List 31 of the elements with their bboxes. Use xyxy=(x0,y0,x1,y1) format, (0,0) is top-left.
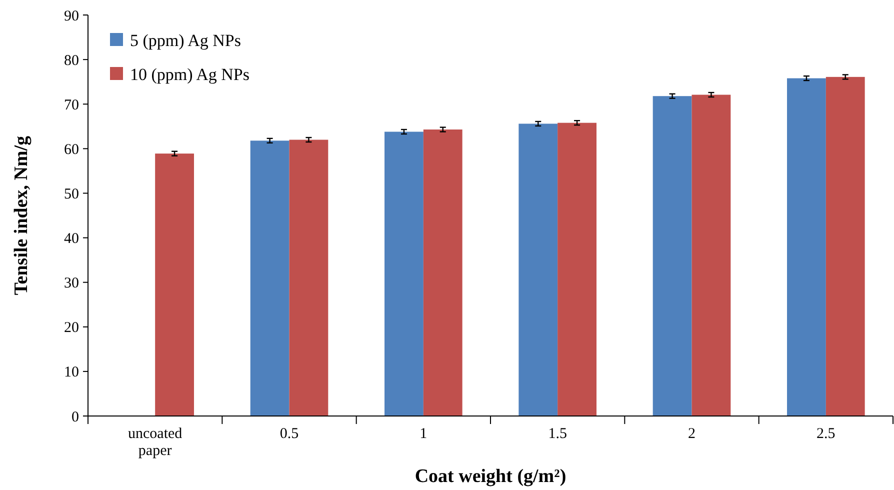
x-tick-label: 0.5 xyxy=(280,426,299,442)
y-tick-label: 0 xyxy=(72,409,79,426)
y-tick-label: 80 xyxy=(64,52,79,69)
bar xyxy=(289,140,328,416)
bar xyxy=(652,96,692,416)
bar xyxy=(692,94,731,416)
y-tick-label: 30 xyxy=(64,276,79,292)
x-tick-label: 2.5 xyxy=(816,426,836,442)
x-tick-label: 1 xyxy=(420,426,428,442)
bar xyxy=(787,78,826,416)
y-tick-label: 40 xyxy=(64,231,79,248)
x-tick-label: uncoated paper xyxy=(128,426,183,459)
x-tick-label: 1.5 xyxy=(548,426,567,442)
bar xyxy=(518,124,558,416)
y-tick-label: 60 xyxy=(64,142,79,158)
y-tick-label: 50 xyxy=(64,186,79,202)
bar xyxy=(423,130,462,416)
y-tick-label: 90 xyxy=(64,8,79,24)
bar xyxy=(826,76,865,416)
y-tick-label: 70 xyxy=(64,97,79,114)
bar xyxy=(384,132,424,416)
legend-label: 10 (ppm) Ag NPs xyxy=(130,64,250,84)
y-axis-title: Tensile index, Nm/g xyxy=(11,135,32,296)
bar xyxy=(558,122,596,416)
legend-label: 5 (ppm) Ag NPs xyxy=(130,30,241,50)
y-tick-label: 20 xyxy=(64,320,79,336)
bar xyxy=(250,140,290,416)
y-tick-label: 10 xyxy=(64,364,79,381)
bar xyxy=(155,154,194,416)
x-tick-label: 2 xyxy=(688,426,696,442)
x-axis-title: Coat weight (g/m²) xyxy=(414,466,566,487)
